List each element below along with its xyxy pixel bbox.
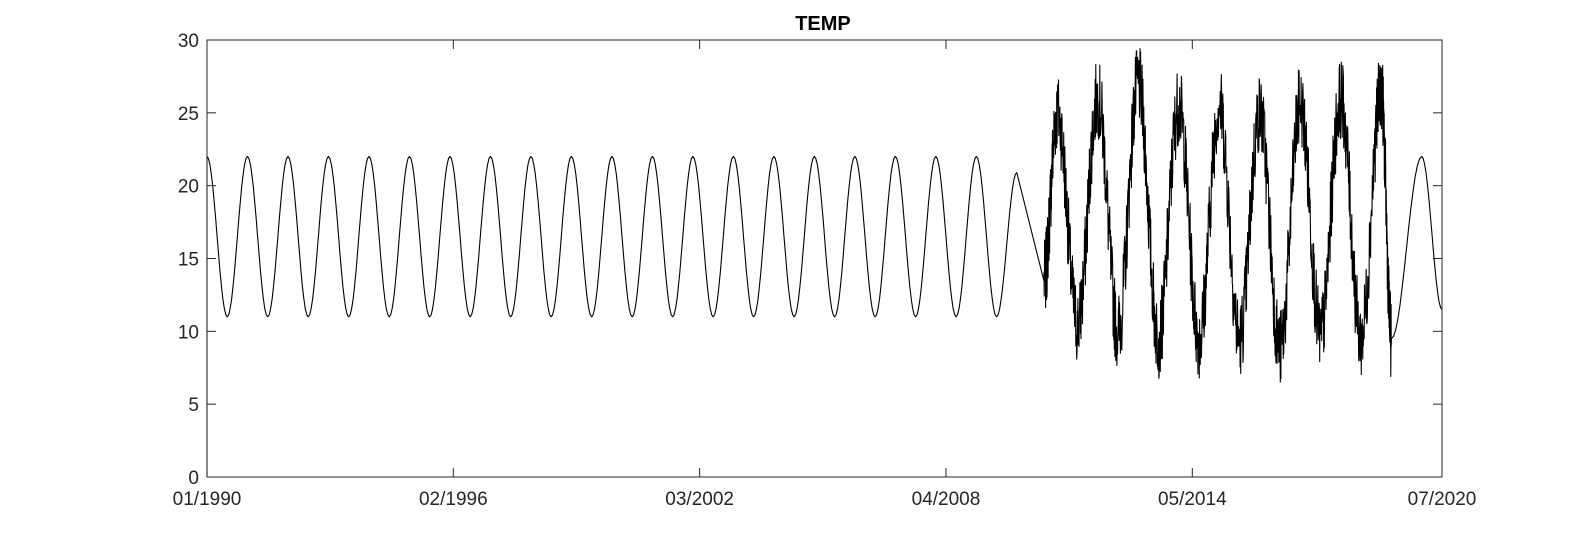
y-tick-label: 20 bbox=[178, 177, 199, 198]
x-tick-label: 01/1990 bbox=[173, 489, 242, 510]
y-tick-label: 30 bbox=[178, 31, 199, 52]
y-tick-label: 10 bbox=[178, 322, 199, 343]
y-tick-label: 5 bbox=[188, 395, 199, 416]
x-tick-label: 02/1996 bbox=[419, 489, 488, 510]
x-tick-label: 07/2020 bbox=[1408, 489, 1477, 510]
temperature-series-line bbox=[206, 47, 1443, 477]
chart-title: TEMP bbox=[795, 13, 851, 35]
x-tick-label: 04/2008 bbox=[912, 489, 981, 510]
plot-frame bbox=[206, 39, 1443, 478]
x-tick-label: 05/2014 bbox=[1158, 489, 1227, 510]
y-tick-label: 15 bbox=[178, 250, 199, 271]
y-tick-label: 25 bbox=[178, 104, 199, 125]
y-tick-label: 0 bbox=[188, 468, 199, 489]
plot-area bbox=[207, 40, 1442, 477]
x-axis: 01/1990 02/1996 03/2002 04/2008 05/2014 07/20… bbox=[173, 40, 1477, 510]
x-tick-label: 03/2002 bbox=[665, 489, 734, 510]
